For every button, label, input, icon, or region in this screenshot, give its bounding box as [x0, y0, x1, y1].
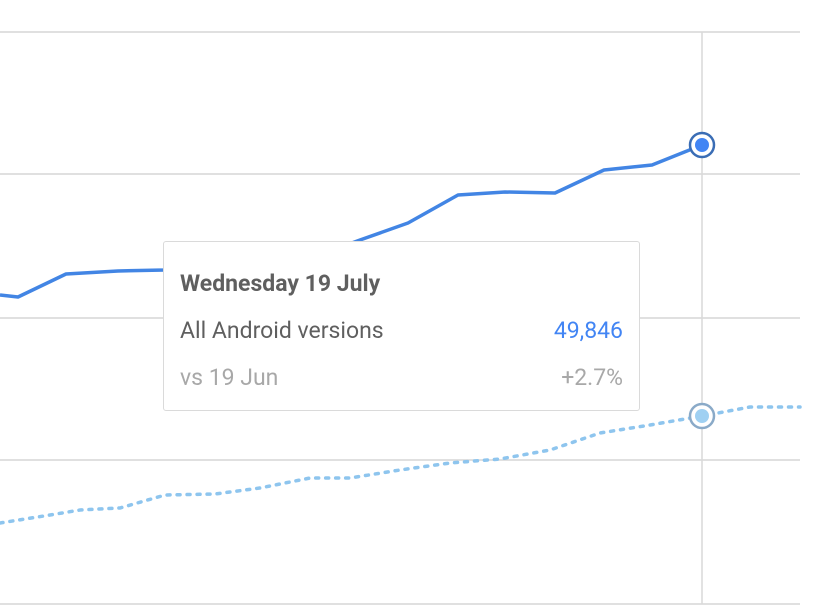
tooltip: Wednesday 19 July All Android versions 4…	[163, 241, 640, 411]
series-line	[0, 143, 703, 299]
tooltip-row: vs 19 Jun +2.7%	[180, 364, 623, 391]
hover-point-inner	[695, 138, 709, 152]
compare-label: vs 19 Jun	[180, 364, 279, 391]
series-value: 49,846	[553, 317, 623, 344]
comparison-line	[0, 405, 802, 525]
compare-point-inner	[695, 409, 709, 423]
tooltip-row: All Android versions 49,846	[180, 317, 623, 344]
tooltip-title: Wednesday 19 July	[180, 270, 381, 297]
series-name: All Android versions	[180, 317, 384, 344]
compare-value: +2.7%	[561, 364, 623, 391]
